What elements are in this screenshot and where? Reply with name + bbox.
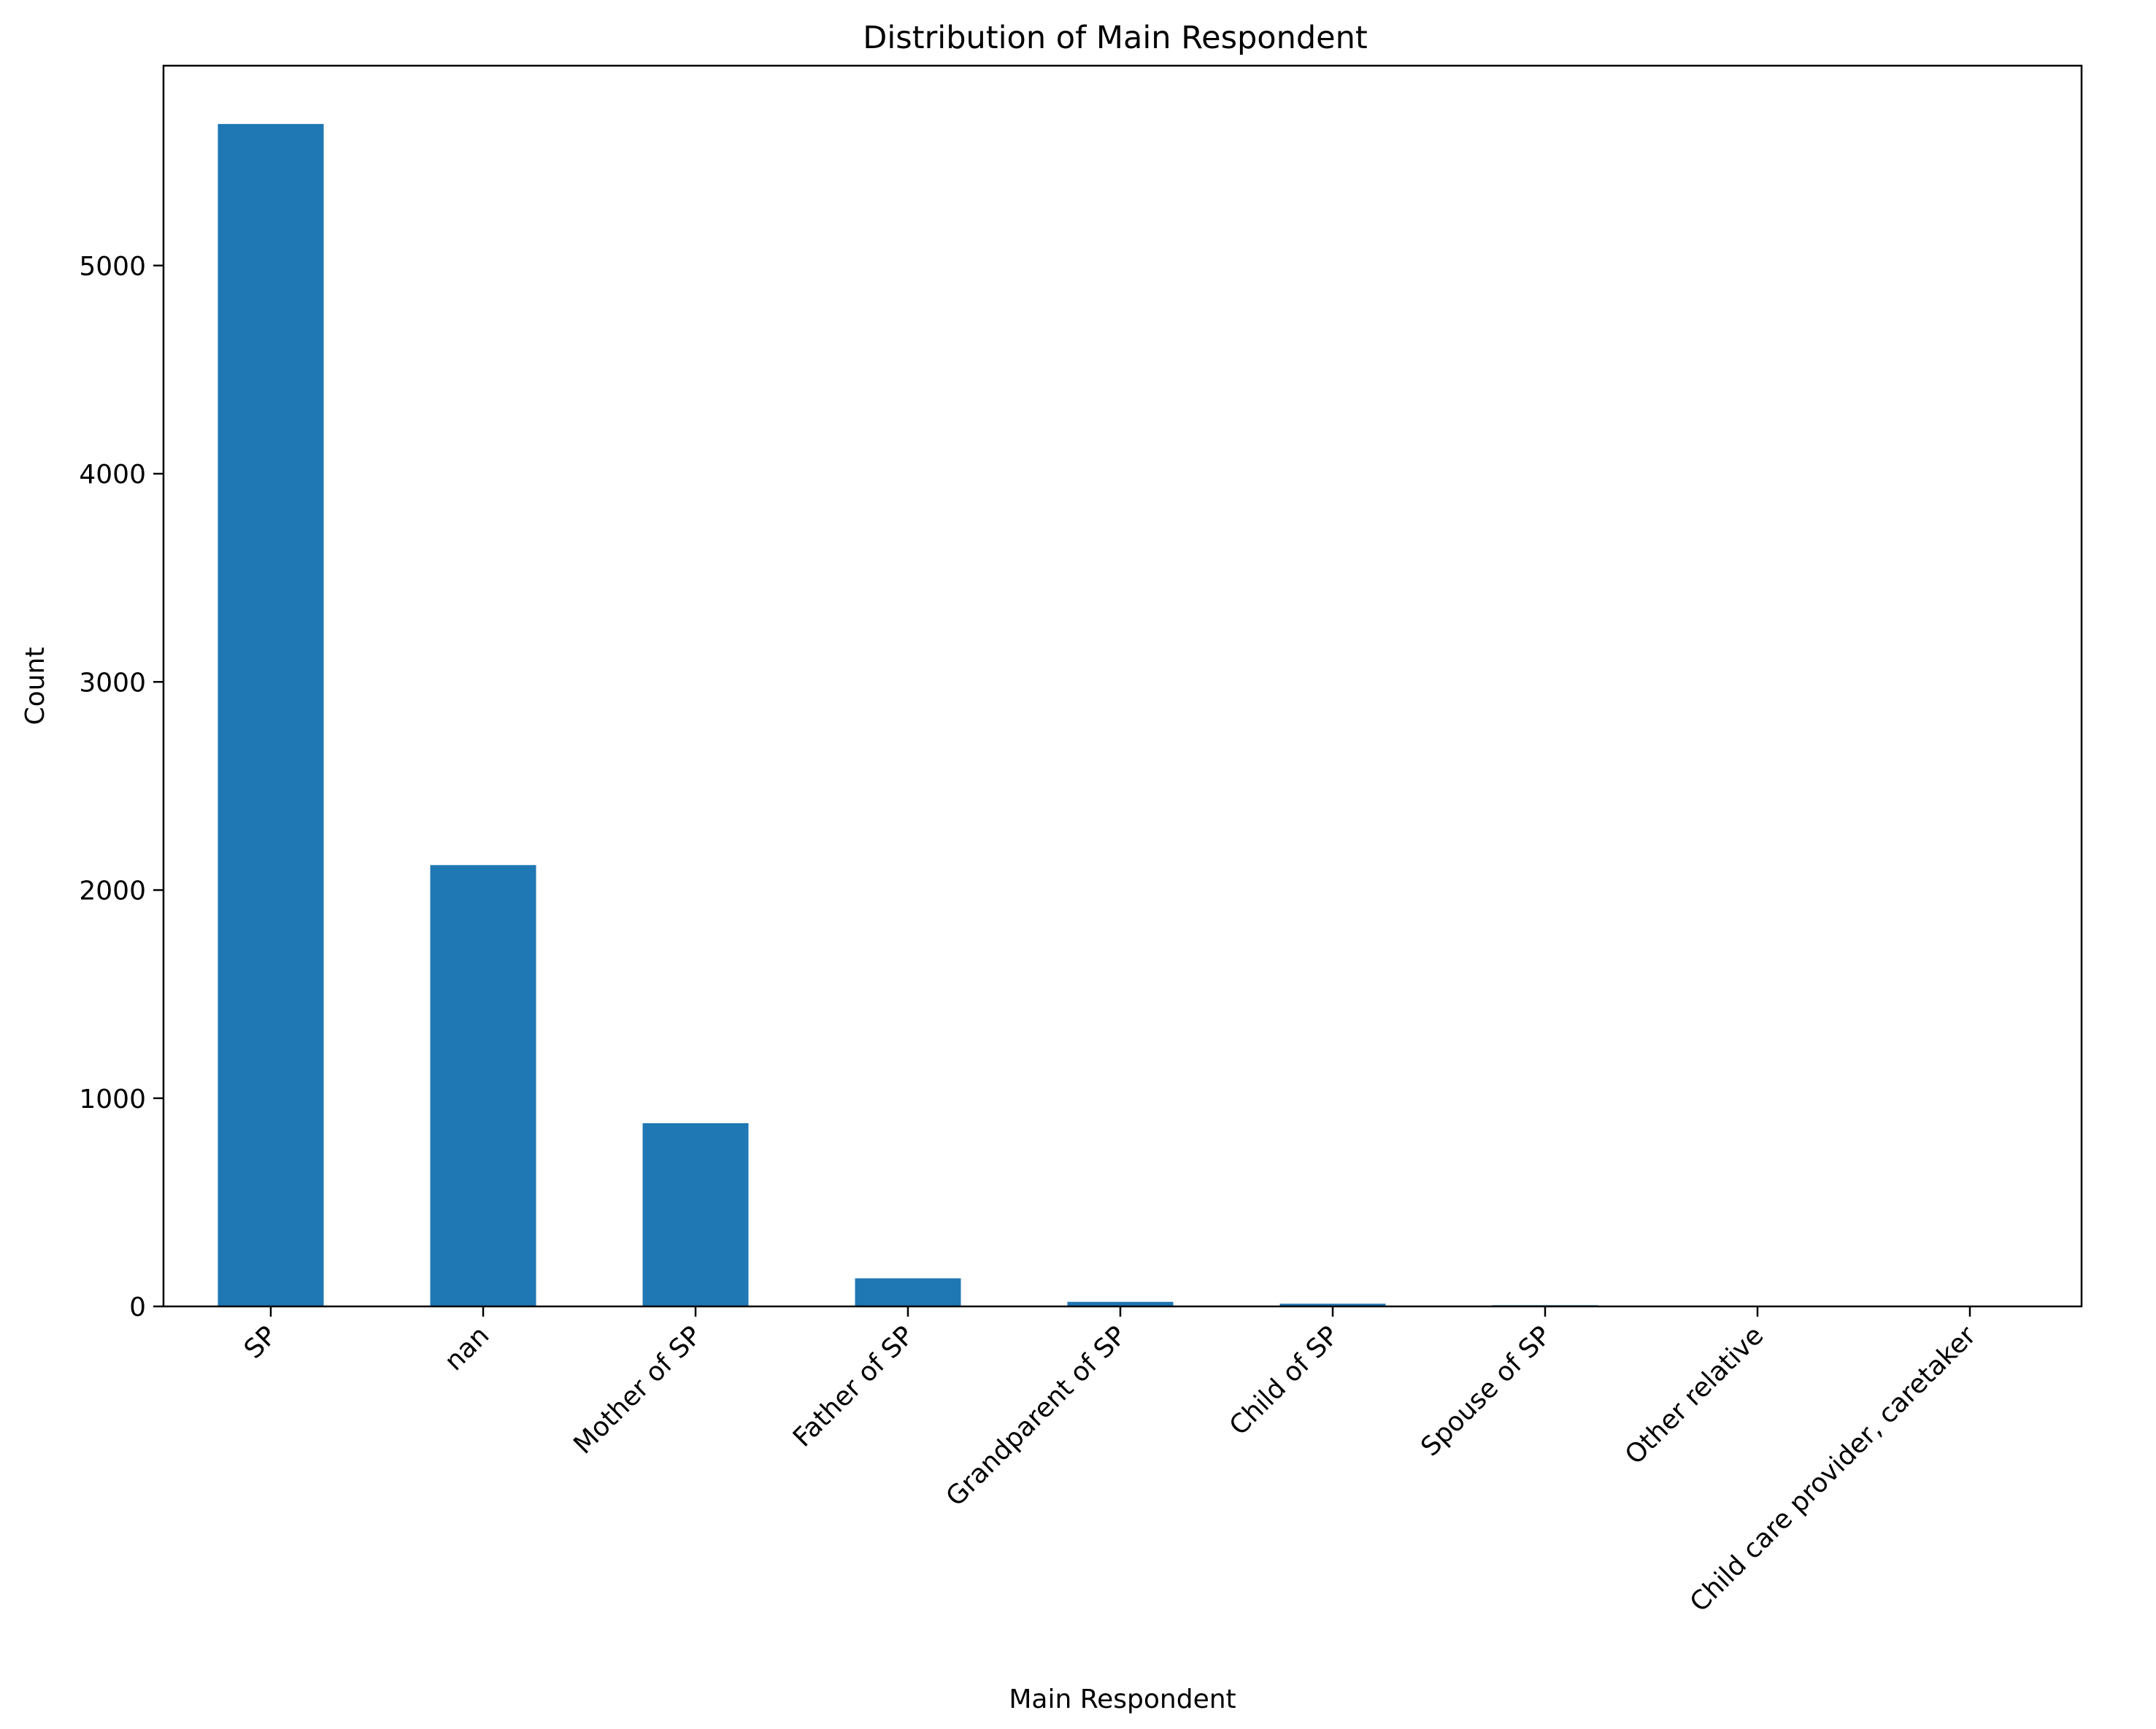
bar-father-of-sp [855, 1278, 961, 1306]
bar-child-of-sp [1279, 1304, 1386, 1306]
bar-mother-of-sp [642, 1122, 749, 1306]
y-tick-label: 1000 [79, 1085, 146, 1114]
y-tick-label: 3000 [79, 668, 146, 698]
bar-sp [217, 123, 324, 1307]
bar-nan [430, 865, 536, 1306]
bar-grandparent-of-sp [1067, 1301, 1174, 1306]
y-tick-label: 2000 [79, 877, 146, 906]
y-axis-label: Count [20, 647, 50, 725]
y-tick-label: 5000 [79, 252, 146, 282]
y-tick-label: 0 [129, 1293, 146, 1322]
y-axis: 0 1000 2000 3000 4000 5000 [79, 252, 163, 1322]
y-tick-label: 4000 [79, 460, 146, 490]
x-axis-label: Main Respondent [1009, 1684, 1236, 1714]
bars-group [217, 123, 2023, 1307]
chart-title: Distribution of Main Respondent [863, 20, 1368, 56]
plot-frame [162, 64, 2083, 1308]
